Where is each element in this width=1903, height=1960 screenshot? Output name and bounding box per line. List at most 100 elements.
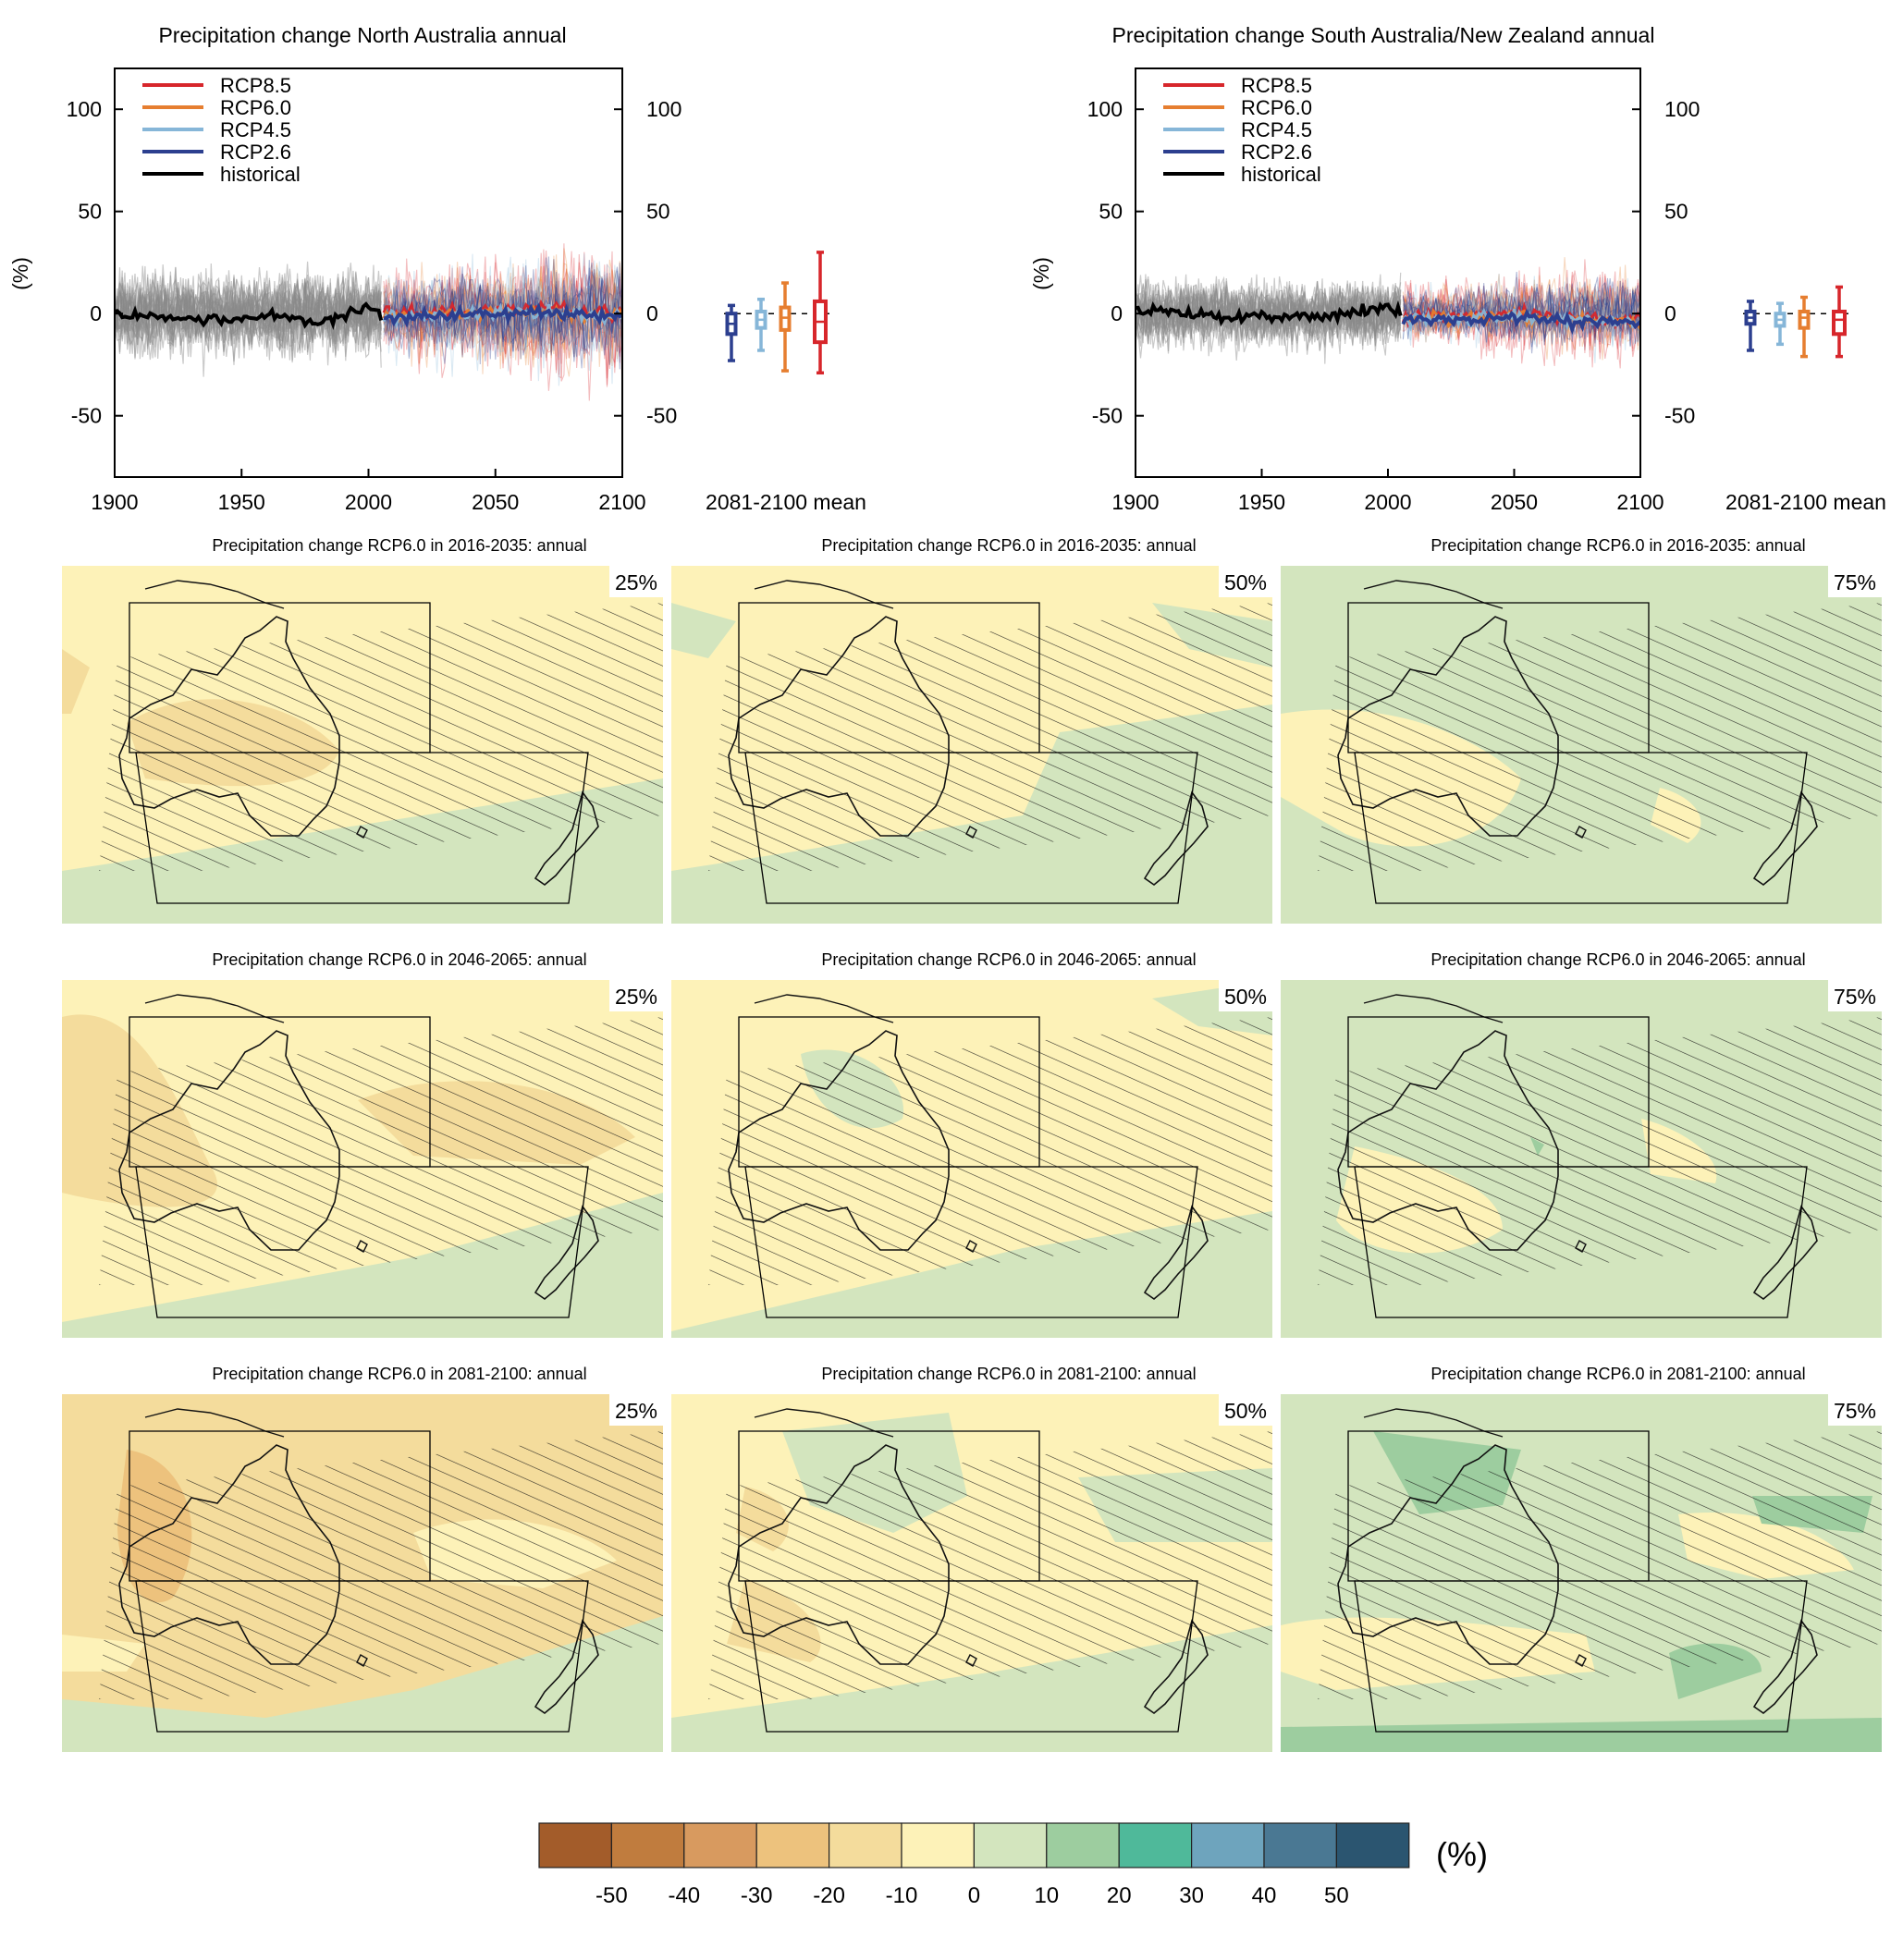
legend-label: RCP6.0: [1241, 96, 1312, 119]
rcp85-ensemble-member: [1402, 275, 1640, 369]
y-tick-label-left: 100: [1087, 97, 1123, 121]
rcp26-mean-line: [383, 301, 622, 328]
colorbar-tick-label: -20: [813, 1883, 845, 1908]
coastline-australia: [728, 616, 950, 837]
colorbar-tick-label: -30: [741, 1883, 773, 1908]
rcp60-ensemble-member: [1402, 282, 1640, 343]
map-field: [62, 1394, 663, 1752]
y-tick-label-right: 0: [646, 301, 658, 325]
x-tick-label: 2000: [1364, 490, 1411, 514]
colorbar-bin: [538, 1822, 613, 1868]
rcp85-ensemble-member: [383, 267, 622, 401]
map-field: [1281, 566, 1882, 924]
historical-ensemble-member: [1136, 284, 1402, 346]
rcp60-ensemble-member: [1402, 277, 1640, 350]
rcp45-ensemble-member: [1402, 274, 1640, 363]
precip-change-region: [62, 649, 90, 714]
y-tick-label-left: 100: [67, 97, 102, 121]
rcp26-ensemble-member: [383, 256, 622, 364]
map-title: Precipitation change RCP6.0 in 2046-2065…: [212, 950, 586, 969]
coastline-new-zealand: [1752, 790, 1818, 887]
coastline-new-zealand: [534, 1205, 599, 1301]
historical-ensemble-member: [115, 271, 382, 361]
rcp85-ensemble-member: [1402, 271, 1640, 360]
map-field: [1281, 1394, 1882, 1752]
historical-ensemble-member: [1136, 279, 1402, 350]
legend-label: RCP2.6: [1241, 141, 1312, 164]
historical-ensemble-member: [1136, 272, 1402, 355]
historical-ensemble-member: [115, 265, 382, 360]
chart-title: Precipitation change North Australia ann…: [158, 23, 566, 47]
rcp60-ensemble-member: [1402, 274, 1640, 351]
percentile-label-bg: [1828, 566, 1882, 597]
percentile-label-bg: [1219, 566, 1272, 597]
map-grid: Precipitation change RCP6.0 in 2016-2035…: [62, 536, 1882, 1752]
percentile-label-bg: [1219, 1394, 1272, 1426]
coastline-new-guinea: [144, 580, 285, 609]
historical-ensemble-member: [1136, 283, 1402, 352]
percentile-label: 25%: [615, 570, 657, 594]
x-tick-label: 2100: [1616, 490, 1664, 514]
x-tick-label: 2000: [345, 490, 392, 514]
map-title: Precipitation change RCP6.0 in 2081-2100…: [1430, 1365, 1805, 1383]
percentile-label: 50%: [1224, 985, 1267, 1009]
colorbar-unit-label: (%): [1436, 1835, 1488, 1873]
historical-ensemble-member: [115, 276, 382, 358]
map-panel-75pct: Precipitation change RCP6.0 in 2081-2100…: [1281, 1365, 1882, 1752]
map-field: [671, 1394, 1272, 1752]
coastline-tasmania: [1575, 826, 1587, 839]
region-box-south-australia-nz: [744, 1580, 1198, 1733]
coastline-new-zealand: [534, 1619, 599, 1715]
coastline-australia: [1337, 1444, 1559, 1665]
precip-change-region: [62, 1616, 663, 1752]
y-tick-label-right: 100: [1664, 97, 1700, 121]
historical-ensemble-member: [115, 263, 382, 361]
map-field: [671, 980, 1272, 1338]
colorbar-bin: [1335, 1822, 1410, 1868]
coastline-new-guinea: [1363, 994, 1504, 1023]
historical-mean-line: [1136, 300, 1403, 327]
coastline-new-guinea: [754, 994, 894, 1023]
rcp26-ensemble-member: [383, 265, 622, 365]
map-panel-75pct: Precipitation change RCP6.0 in 2046-2065…: [1281, 950, 1882, 1338]
axis-ticks: 1900 1950 2000 2050 2100 100 100 50 50 0 0 -50 -50: [1087, 97, 1700, 514]
chart-title: Precipitation change South Australia/New…: [1112, 23, 1655, 47]
rcp45-ensemble-member: [383, 274, 622, 385]
historical-ensemble-member: [1136, 281, 1402, 348]
coastline-australia: [1337, 1030, 1559, 1251]
boxplot-axis-label: 2081-2100 mean: [1725, 490, 1886, 514]
coastline-new-zealand: [534, 790, 599, 887]
coastline-new-guinea: [1363, 1408, 1504, 1438]
map-panel-50pct: Precipitation change RCP6.0 in 2081-2100…: [671, 1365, 1272, 1752]
historical-ensemble-member: [115, 271, 382, 350]
percentile-label-bg: [1219, 980, 1272, 1011]
historical-ensemble-member: [115, 267, 382, 353]
colorbar-tick-label: -50: [595, 1883, 628, 1908]
rcp45-ensemble-member: [1402, 276, 1640, 343]
colorbar-bin: [683, 1822, 757, 1868]
timeseries-panel-south-australia-nz: Precipitation change South Australia/New…: [1029, 23, 1886, 514]
region-box-south-australia-nz: [135, 1166, 589, 1318]
historical-ensemble-member: [115, 268, 382, 360]
boxplot-box-rcp60: [1798, 309, 1811, 330]
coastline-australia: [728, 1030, 950, 1251]
coastline-new-zealand: [1143, 790, 1209, 887]
historical-ensemble-member: [115, 268, 382, 357]
coastline-new-zealand: [1143, 1205, 1209, 1301]
rcp85-ensemble-member: [383, 265, 622, 391]
y-tick-label-right: 100: [646, 97, 681, 121]
region-box-south-australia-nz: [1354, 752, 1808, 904]
boxplots-2081-2100: [1743, 285, 1854, 359]
percentile-label: 75%: [1834, 1399, 1876, 1423]
y-tick-label-right: -50: [646, 404, 677, 428]
colorbar-tick-label: 0: [968, 1883, 980, 1908]
historical-ensemble-member: [1136, 276, 1402, 352]
historical-ensemble-member: [115, 266, 382, 377]
colorbar-tick-labels: -50 -40 -30 -20 -10 0 10 20 30 40 50: [595, 1883, 1349, 1908]
map-title: Precipitation change RCP6.0 in 2081-2100…: [212, 1365, 586, 1383]
legend-label: historical: [220, 163, 301, 186]
hatching-non-significant: [708, 603, 1272, 871]
x-tick-label: 1950: [1238, 490, 1285, 514]
